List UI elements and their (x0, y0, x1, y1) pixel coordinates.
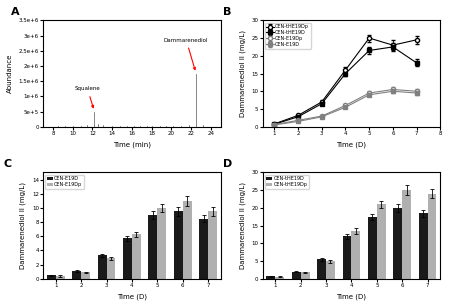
Bar (208, 212, 217, 279)
Text: C: C (4, 159, 12, 169)
Bar (149, 215, 157, 279)
Bar (301, 272, 309, 279)
Text: B: B (224, 7, 232, 17)
Y-axis label: Dammarenediol II (mg/L): Dammarenediol II (mg/L) (239, 30, 246, 117)
Text: D: D (224, 159, 233, 169)
Bar (132, 234, 141, 279)
Y-axis label: Abundance: Abundance (7, 54, 13, 93)
Bar (174, 212, 183, 279)
Bar (47, 275, 56, 279)
Bar (275, 277, 284, 279)
Bar (266, 276, 275, 279)
X-axis label: Time (D): Time (D) (117, 293, 147, 300)
Legend: CEN-tHE19Dp, CEN-tHE19D, CEN-E19Dp, CEN-E19D: CEN-tHE19Dp, CEN-tHE19D, CEN-E19Dp, CEN-… (265, 23, 311, 49)
Bar (199, 219, 208, 279)
Bar (343, 236, 352, 279)
Bar (326, 261, 335, 279)
Text: A: A (11, 7, 20, 17)
Bar (183, 201, 192, 279)
Legend: CEN-tHE19D, CEN-tHE19Dp: CEN-tHE19D, CEN-tHE19Dp (265, 175, 309, 189)
Bar (81, 272, 90, 279)
Bar (427, 194, 436, 279)
X-axis label: Time (min): Time (min) (113, 142, 151, 148)
Legend: CEN-E19D, CEN-E19Dp: CEN-E19D, CEN-E19Dp (45, 175, 84, 189)
X-axis label: Time (D): Time (D) (336, 142, 366, 148)
Bar (56, 276, 65, 279)
Bar (317, 259, 326, 279)
Bar (157, 208, 166, 279)
Bar (368, 217, 377, 279)
Bar (419, 213, 427, 279)
Bar (402, 190, 411, 279)
Text: Squalene: Squalene (75, 86, 101, 108)
Y-axis label: Dammarenediol II (mg/L): Dammarenediol II (mg/L) (20, 182, 26, 269)
Y-axis label: Dammarenediol II (mg/L): Dammarenediol II (mg/L) (239, 182, 246, 269)
Bar (352, 231, 360, 279)
Bar (292, 272, 301, 279)
Bar (97, 255, 106, 279)
Bar (393, 208, 402, 279)
Bar (123, 239, 132, 279)
Text: Dammarenediol: Dammarenediol (164, 37, 208, 70)
Bar (72, 271, 81, 279)
Bar (377, 204, 386, 279)
X-axis label: Time (D): Time (D) (336, 293, 366, 300)
Bar (106, 258, 115, 279)
